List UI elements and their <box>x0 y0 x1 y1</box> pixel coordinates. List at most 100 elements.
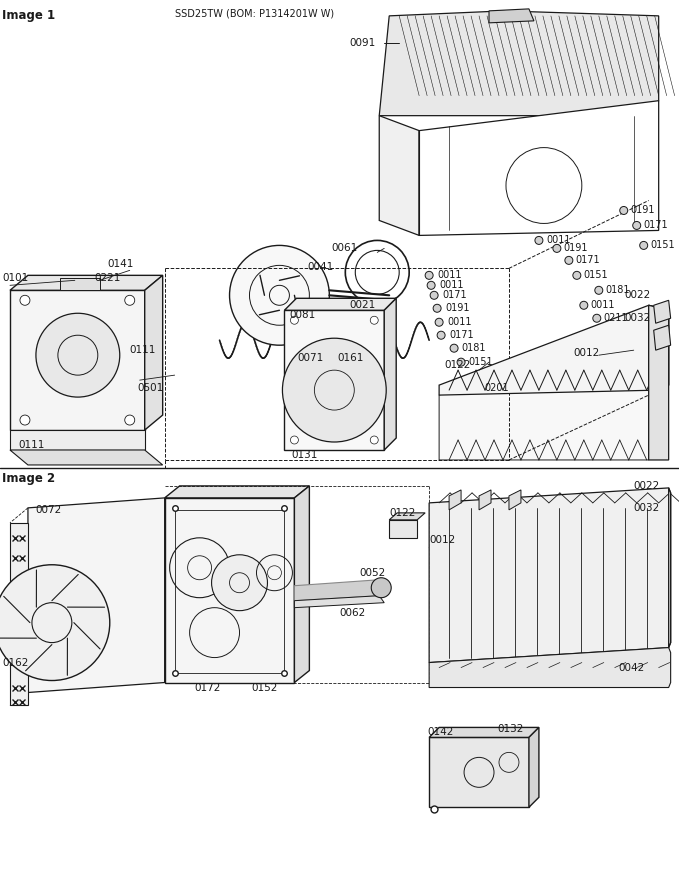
Polygon shape <box>10 523 28 705</box>
Polygon shape <box>439 305 668 395</box>
Text: 0181: 0181 <box>461 343 486 353</box>
Polygon shape <box>449 490 461 510</box>
Circle shape <box>632 221 641 229</box>
Polygon shape <box>10 430 145 450</box>
Text: 0052: 0052 <box>359 567 386 578</box>
Text: 0081: 0081 <box>290 310 316 321</box>
Text: 0122: 0122 <box>389 508 415 518</box>
Text: 0171: 0171 <box>449 330 474 340</box>
Text: 0171: 0171 <box>442 290 466 300</box>
Polygon shape <box>649 305 668 460</box>
Circle shape <box>371 578 391 598</box>
Text: 0191: 0191 <box>631 205 656 216</box>
Polygon shape <box>668 488 670 647</box>
Text: 0091: 0091 <box>350 38 375 48</box>
Text: 0161: 0161 <box>337 353 364 363</box>
Text: 0151: 0151 <box>584 270 609 281</box>
Polygon shape <box>384 298 396 450</box>
Text: 0061: 0061 <box>331 243 358 253</box>
Polygon shape <box>28 498 165 693</box>
Circle shape <box>20 296 30 305</box>
Polygon shape <box>294 596 384 607</box>
Circle shape <box>370 436 378 444</box>
Text: 0062: 0062 <box>339 607 366 618</box>
Polygon shape <box>419 100 659 235</box>
Polygon shape <box>649 305 668 390</box>
Circle shape <box>20 415 30 425</box>
Circle shape <box>535 236 543 244</box>
Text: 0191: 0191 <box>445 304 470 313</box>
Text: 0132: 0132 <box>497 725 524 734</box>
Polygon shape <box>379 115 419 235</box>
Text: 0022: 0022 <box>625 290 651 300</box>
Circle shape <box>473 385 481 392</box>
Polygon shape <box>429 737 529 807</box>
Text: 0032: 0032 <box>634 503 660 513</box>
Circle shape <box>427 281 435 289</box>
Circle shape <box>433 305 441 313</box>
Circle shape <box>36 313 120 397</box>
Polygon shape <box>429 727 539 737</box>
Text: 0012: 0012 <box>429 535 456 545</box>
Circle shape <box>124 415 135 425</box>
Text: 0122: 0122 <box>444 361 471 370</box>
Polygon shape <box>294 486 309 683</box>
Polygon shape <box>10 450 163 465</box>
Polygon shape <box>653 300 670 323</box>
Text: 0152: 0152 <box>252 683 278 693</box>
Circle shape <box>290 316 299 324</box>
Text: 0142: 0142 <box>427 727 454 737</box>
Text: 0011: 0011 <box>437 270 462 281</box>
Polygon shape <box>529 727 539 807</box>
Circle shape <box>290 436 299 444</box>
Text: 0012: 0012 <box>574 348 600 358</box>
Polygon shape <box>479 490 491 510</box>
Circle shape <box>282 338 386 442</box>
Text: Image 2: Image 2 <box>2 472 55 485</box>
Circle shape <box>565 257 573 265</box>
Text: 0171: 0171 <box>644 220 668 231</box>
Text: 0181: 0181 <box>606 285 630 296</box>
Text: 0071: 0071 <box>297 353 324 363</box>
Text: 0171: 0171 <box>576 256 600 266</box>
Polygon shape <box>429 647 670 687</box>
Text: 0011: 0011 <box>591 300 615 310</box>
Text: 0201: 0201 <box>484 383 509 393</box>
Text: 0042: 0042 <box>619 662 645 672</box>
Polygon shape <box>294 580 379 600</box>
Polygon shape <box>10 290 145 430</box>
Text: 0221: 0221 <box>95 274 121 283</box>
Polygon shape <box>489 9 534 23</box>
Text: 0011: 0011 <box>546 235 571 245</box>
Circle shape <box>0 565 109 680</box>
Circle shape <box>573 272 581 280</box>
Circle shape <box>425 272 433 280</box>
Text: 0191: 0191 <box>564 243 588 253</box>
Polygon shape <box>165 498 294 683</box>
Text: 0101: 0101 <box>2 274 29 283</box>
Text: 0021: 0021 <box>350 300 375 310</box>
Polygon shape <box>389 513 425 519</box>
Polygon shape <box>429 488 670 662</box>
Circle shape <box>230 245 329 345</box>
Text: 0022: 0022 <box>634 481 660 491</box>
Circle shape <box>595 286 602 294</box>
Circle shape <box>370 316 378 324</box>
Text: 0072: 0072 <box>35 505 61 515</box>
Polygon shape <box>284 298 396 310</box>
Text: 0151: 0151 <box>651 241 675 250</box>
Circle shape <box>437 331 445 339</box>
Text: 0041: 0041 <box>307 262 334 273</box>
Circle shape <box>640 242 647 250</box>
Circle shape <box>450 345 458 353</box>
Circle shape <box>580 301 588 309</box>
Polygon shape <box>653 325 670 350</box>
Polygon shape <box>145 275 163 430</box>
Polygon shape <box>10 275 163 290</box>
Circle shape <box>124 296 135 305</box>
Circle shape <box>430 291 438 299</box>
Text: 0151: 0151 <box>468 357 493 367</box>
Text: 0111: 0111 <box>18 440 44 450</box>
Circle shape <box>619 207 628 215</box>
Circle shape <box>211 555 267 611</box>
